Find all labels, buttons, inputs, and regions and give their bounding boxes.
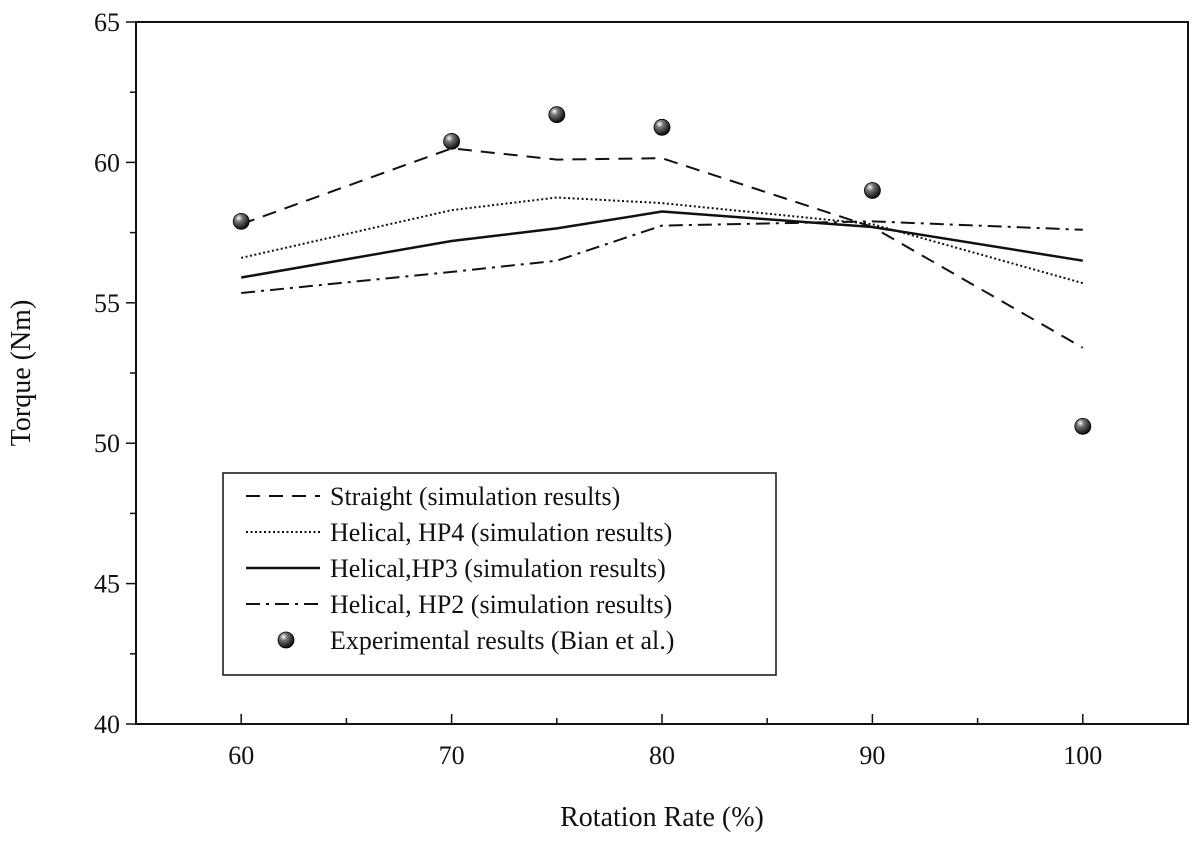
y-tick-label: 40 (94, 710, 120, 739)
x-axis-title: Rotation Rate (%) (560, 802, 764, 833)
x-tick-label: 70 (439, 741, 465, 770)
experimental-point (653, 118, 671, 136)
experimental-point (443, 132, 461, 150)
legend-label: Helical, HP2 (simulation results) (330, 590, 672, 619)
series-line-3 (240, 210, 1083, 279)
legend-label: Helical,HP3 (simulation results) (330, 554, 666, 583)
y-tick-label: 50 (94, 429, 120, 458)
x-tick-label: 100 (1063, 741, 1102, 770)
legend-items: Straight (simulation results) Helical, HP… (246, 482, 674, 655)
legend-label: Experimental results (Bian et al.) (330, 626, 674, 655)
legend-box (222, 472, 777, 676)
y-tick-label: 55 (94, 289, 120, 318)
axis-ticks (126, 21, 1189, 725)
tick-labels: 60 70 80 90 100 40 45 50 55 60 65 (94, 8, 1102, 770)
y-tick-label: 60 (94, 148, 120, 177)
y-axis-title: Torque (Nm) (6, 300, 37, 447)
legend-label: Helical, HP4 (simulation results) (330, 518, 672, 547)
legend-marker (277, 631, 295, 649)
experimental-point (232, 212, 250, 230)
experimental-point (548, 106, 566, 124)
experimental-point (1074, 417, 1092, 435)
experimental-markers (232, 106, 1092, 435)
experimental-point (864, 182, 881, 199)
x-tick-label: 60 (228, 741, 254, 770)
y-tick-label: 65 (94, 8, 120, 37)
x-tick-label: 90 (859, 741, 885, 770)
series-lines (240, 147, 1084, 349)
y-tick-label: 45 (94, 570, 120, 599)
legend-label: Straight (simulation results) (330, 482, 620, 511)
series-line-1 (240, 147, 1084, 349)
x-tick-label: 80 (649, 741, 675, 770)
series-line-2 (240, 196, 1084, 285)
series-line-4 (241, 220, 1083, 294)
legend: Straight (simulation results) Helical, HP… (222, 472, 777, 676)
